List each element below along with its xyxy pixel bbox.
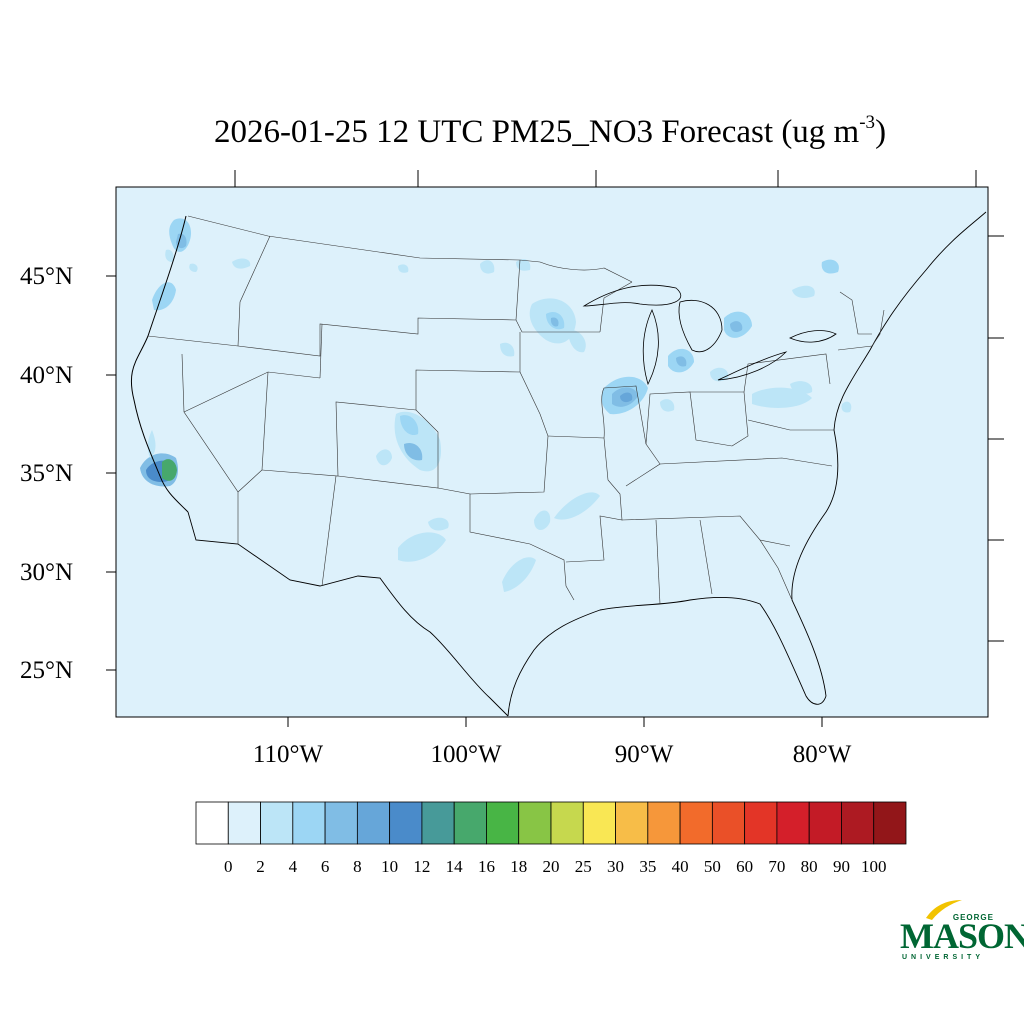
logo-university: UNIVERSITY xyxy=(902,954,985,961)
colorbar-swatch xyxy=(356,801,391,845)
colorbar-label: 30 xyxy=(607,857,624,876)
lat-label: 45°N xyxy=(20,263,73,290)
gmu-logo: GEORGE MASON UNIVERSITY xyxy=(898,898,1024,968)
colorbar-label: 40 xyxy=(672,857,689,876)
colorbar-label: 60 xyxy=(736,857,753,876)
colorbar-swatch xyxy=(453,801,487,845)
hotspot-willamette-valley xyxy=(152,282,176,311)
chart-title: 2026-01-25 12 UTC PM25_NO3 Forecast (ug … xyxy=(213,112,887,150)
colorbar-swatch xyxy=(776,801,810,845)
lon-label: 110°W xyxy=(253,741,324,768)
colorbar-label: 18 xyxy=(510,857,527,876)
lon-label: 80°W xyxy=(793,741,852,768)
swoosh-icon xyxy=(926,900,962,920)
longitude-labels: 110°W 100°W 90°W 80°W xyxy=(253,741,852,768)
lat-label: 30°N xyxy=(20,559,73,586)
colorbar-swatch xyxy=(873,801,907,845)
logo-mason: MASON xyxy=(900,916,1024,956)
colorbar-label: 6 xyxy=(321,857,330,876)
colorbar xyxy=(195,801,907,845)
colorbar-swatch xyxy=(227,801,261,845)
lat-label: 35°N xyxy=(20,460,73,487)
lon-label: 90°W xyxy=(615,741,674,768)
colorbar-label: 50 xyxy=(704,857,721,876)
colorbar-swatch xyxy=(195,801,229,845)
colorbar-label: 4 xyxy=(289,857,298,876)
colorbar-label: 14 xyxy=(446,857,464,876)
latitude-labels: 45°N 40°N 35°N 30°N 25°N xyxy=(20,263,73,684)
colorbar-swatch xyxy=(486,801,520,845)
colorbar-label: 2 xyxy=(256,857,265,876)
colorbar-swatch xyxy=(647,801,681,845)
colorbar-swatch xyxy=(582,801,616,845)
lat-label: 40°N xyxy=(20,362,73,389)
colorbar-label: 0 xyxy=(224,857,233,876)
colorbar-label: 80 xyxy=(801,857,818,876)
colorbar-label: 90 xyxy=(833,857,850,876)
colorbar-swatch xyxy=(518,801,552,845)
colorbar-swatch xyxy=(389,801,423,845)
colorbar-swatch xyxy=(260,801,294,845)
colorbar-label: 20 xyxy=(543,857,560,876)
colorbar-swatch xyxy=(841,801,875,845)
colorbar-swatch xyxy=(808,801,842,845)
colorbar-swatch xyxy=(292,801,326,845)
colorbar-label: 100 xyxy=(861,857,887,876)
map-background xyxy=(115,186,989,718)
lon-label: 100°W xyxy=(430,741,501,768)
colorbar-swatch xyxy=(711,801,746,845)
colorbar-swatch xyxy=(744,801,778,845)
colorbar-label: 25 xyxy=(575,857,592,876)
great-lakes xyxy=(582,284,837,386)
axis-ticks xyxy=(106,170,1004,727)
logo-george: GEORGE xyxy=(952,913,994,922)
colorbar-label: 10 xyxy=(381,857,398,876)
lat-label: 25°N xyxy=(20,657,73,684)
colorbar-label: 8 xyxy=(353,857,362,876)
colorbar-label: 70 xyxy=(768,857,785,876)
colorbar-swatch xyxy=(324,801,358,845)
colorbar-swatch xyxy=(421,801,455,845)
colorbar-swatch xyxy=(679,801,713,845)
state-boundaries xyxy=(130,211,987,717)
colorbar-swatch xyxy=(615,801,649,845)
concentration-shading xyxy=(140,218,852,592)
colorbar-label: 35 xyxy=(639,857,656,876)
hotspot-east-texas xyxy=(502,557,536,592)
colorbar-labels: 0 2 4 6 8 10 12 14 16 18 20 25 30 35 40 50 60 70 80 90 100 xyxy=(224,857,886,876)
colorbar-swatch xyxy=(550,801,584,845)
colorbar-label: 12 xyxy=(413,857,430,876)
colorbar-label: 16 xyxy=(478,857,495,876)
